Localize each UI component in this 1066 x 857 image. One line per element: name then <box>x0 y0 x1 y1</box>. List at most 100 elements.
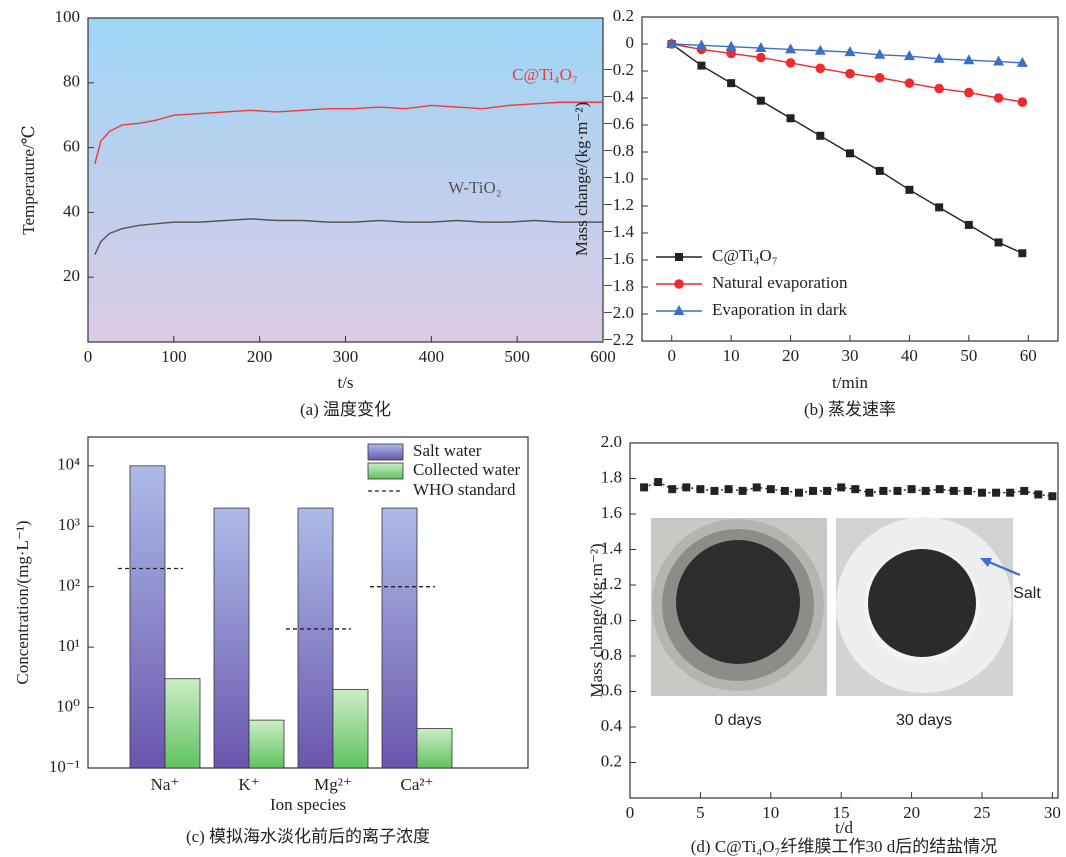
legend-label: Collected water <box>413 460 520 479</box>
y-tick-label: −1.0 <box>603 168 634 187</box>
y-tick-label: 0.2 <box>601 751 622 770</box>
marker <box>874 48 886 59</box>
photo <box>651 518 827 696</box>
bar <box>129 465 166 769</box>
y-tick-label: −0.8 <box>603 141 634 160</box>
marker <box>935 203 944 212</box>
marker <box>1018 249 1027 258</box>
photo-label: 0 days <box>714 712 761 729</box>
caption: (d) C@Ti₄O₇纤维膜工作30 d后的结盐情况 <box>691 837 997 856</box>
y-tick-label: 2.0 <box>601 432 622 451</box>
marker <box>695 39 707 50</box>
marker <box>893 486 902 495</box>
x-tick-label: 400 <box>419 347 445 366</box>
y-tick-label: 10⁴ <box>57 455 80 474</box>
y-tick-label: 1.4 <box>601 538 623 557</box>
legend-label: WHO standard <box>413 480 516 499</box>
y-tick-label: 0.8 <box>601 645 622 664</box>
marker <box>935 485 944 494</box>
marker <box>903 50 915 61</box>
series-line <box>94 101 603 164</box>
marker <box>992 488 1001 497</box>
legend-label: Evaporation in dark <box>712 300 848 319</box>
marker <box>1016 56 1028 67</box>
caption: (b) 蒸发速率 <box>804 400 896 419</box>
y-tick-label: −0.4 <box>603 87 634 106</box>
x-axis-title: t/min <box>832 373 868 392</box>
marker <box>1048 492 1057 501</box>
x-tick-label: 0 <box>667 346 676 365</box>
marker <box>755 42 767 53</box>
series-line <box>94 218 603 255</box>
marker <box>816 131 825 140</box>
marker <box>845 68 855 79</box>
y-tick-label: −1.8 <box>603 276 634 295</box>
caption: (c) 模拟海水淡化前后的离子浓度 <box>186 827 430 846</box>
y-tick-label: 10¹ <box>58 636 80 655</box>
marker <box>696 485 705 494</box>
bar <box>248 719 285 769</box>
caption: (a) 温度变化 <box>300 400 391 419</box>
y-tick-label: 100 <box>55 7 81 26</box>
marker <box>785 58 796 68</box>
marker <box>977 488 986 497</box>
marker <box>1017 97 1028 107</box>
marker <box>963 54 975 65</box>
marker <box>752 483 761 492</box>
marker <box>879 486 888 495</box>
annotation: Salt <box>1013 585 1041 602</box>
y-tick-label: −0.2 <box>603 60 634 79</box>
y-tick-label: 0 <box>626 33 635 52</box>
x-tick-label: 500 <box>504 347 530 366</box>
marker <box>964 220 973 229</box>
y-tick-label: −2.2 <box>603 330 634 349</box>
legend-swatch <box>367 443 404 461</box>
marker <box>738 486 747 495</box>
marker <box>756 96 765 105</box>
marker <box>682 483 691 492</box>
y-axis-title: Temperature/℃ <box>19 125 38 234</box>
y-tick-label: −2.0 <box>603 303 634 322</box>
y-tick-label: 0.4 <box>601 716 623 735</box>
marker <box>907 485 916 494</box>
x-tick-label: 10 <box>723 346 740 365</box>
marker <box>726 48 736 59</box>
marker <box>963 486 972 495</box>
bar <box>297 507 334 769</box>
x-tick-label: K⁺ <box>238 775 259 794</box>
marker <box>846 149 854 158</box>
y-axis-title: Concentration/(mg·L⁻¹) <box>13 520 32 684</box>
bar <box>164 678 201 769</box>
y-axis-title: Mass change/(kg·m⁻²) <box>572 102 591 256</box>
x-tick-label: Na⁺ <box>151 775 180 794</box>
marker <box>666 38 678 48</box>
marker <box>780 486 789 495</box>
x-tick-label: 300 <box>333 347 359 366</box>
y-tick-label: 10³ <box>58 515 80 534</box>
marker <box>933 52 945 63</box>
marker <box>993 55 1005 66</box>
bar <box>381 507 418 769</box>
y-axis-title: Mass change/(kg·m⁻²) <box>587 543 606 697</box>
marker <box>964 87 974 98</box>
marker <box>993 93 1004 103</box>
y-tick-label: 40 <box>63 201 80 220</box>
marker <box>785 43 797 54</box>
marker <box>874 72 885 83</box>
marker <box>673 305 685 315</box>
y-tick-label: −1.4 <box>603 222 634 241</box>
marker <box>725 40 737 51</box>
x-tick-label: 200 <box>247 347 273 366</box>
marker <box>1006 488 1015 497</box>
x-tick-label: 0 <box>84 347 93 366</box>
marker <box>727 79 736 88</box>
bar <box>332 688 369 769</box>
marker <box>674 279 684 289</box>
y-tick-label: 20 <box>63 266 80 285</box>
arrow-head <box>980 558 992 567</box>
x-tick-label: 40 <box>901 346 918 365</box>
x-tick-label: 60 <box>1020 346 1037 365</box>
marker <box>815 63 826 74</box>
marker <box>823 486 832 495</box>
